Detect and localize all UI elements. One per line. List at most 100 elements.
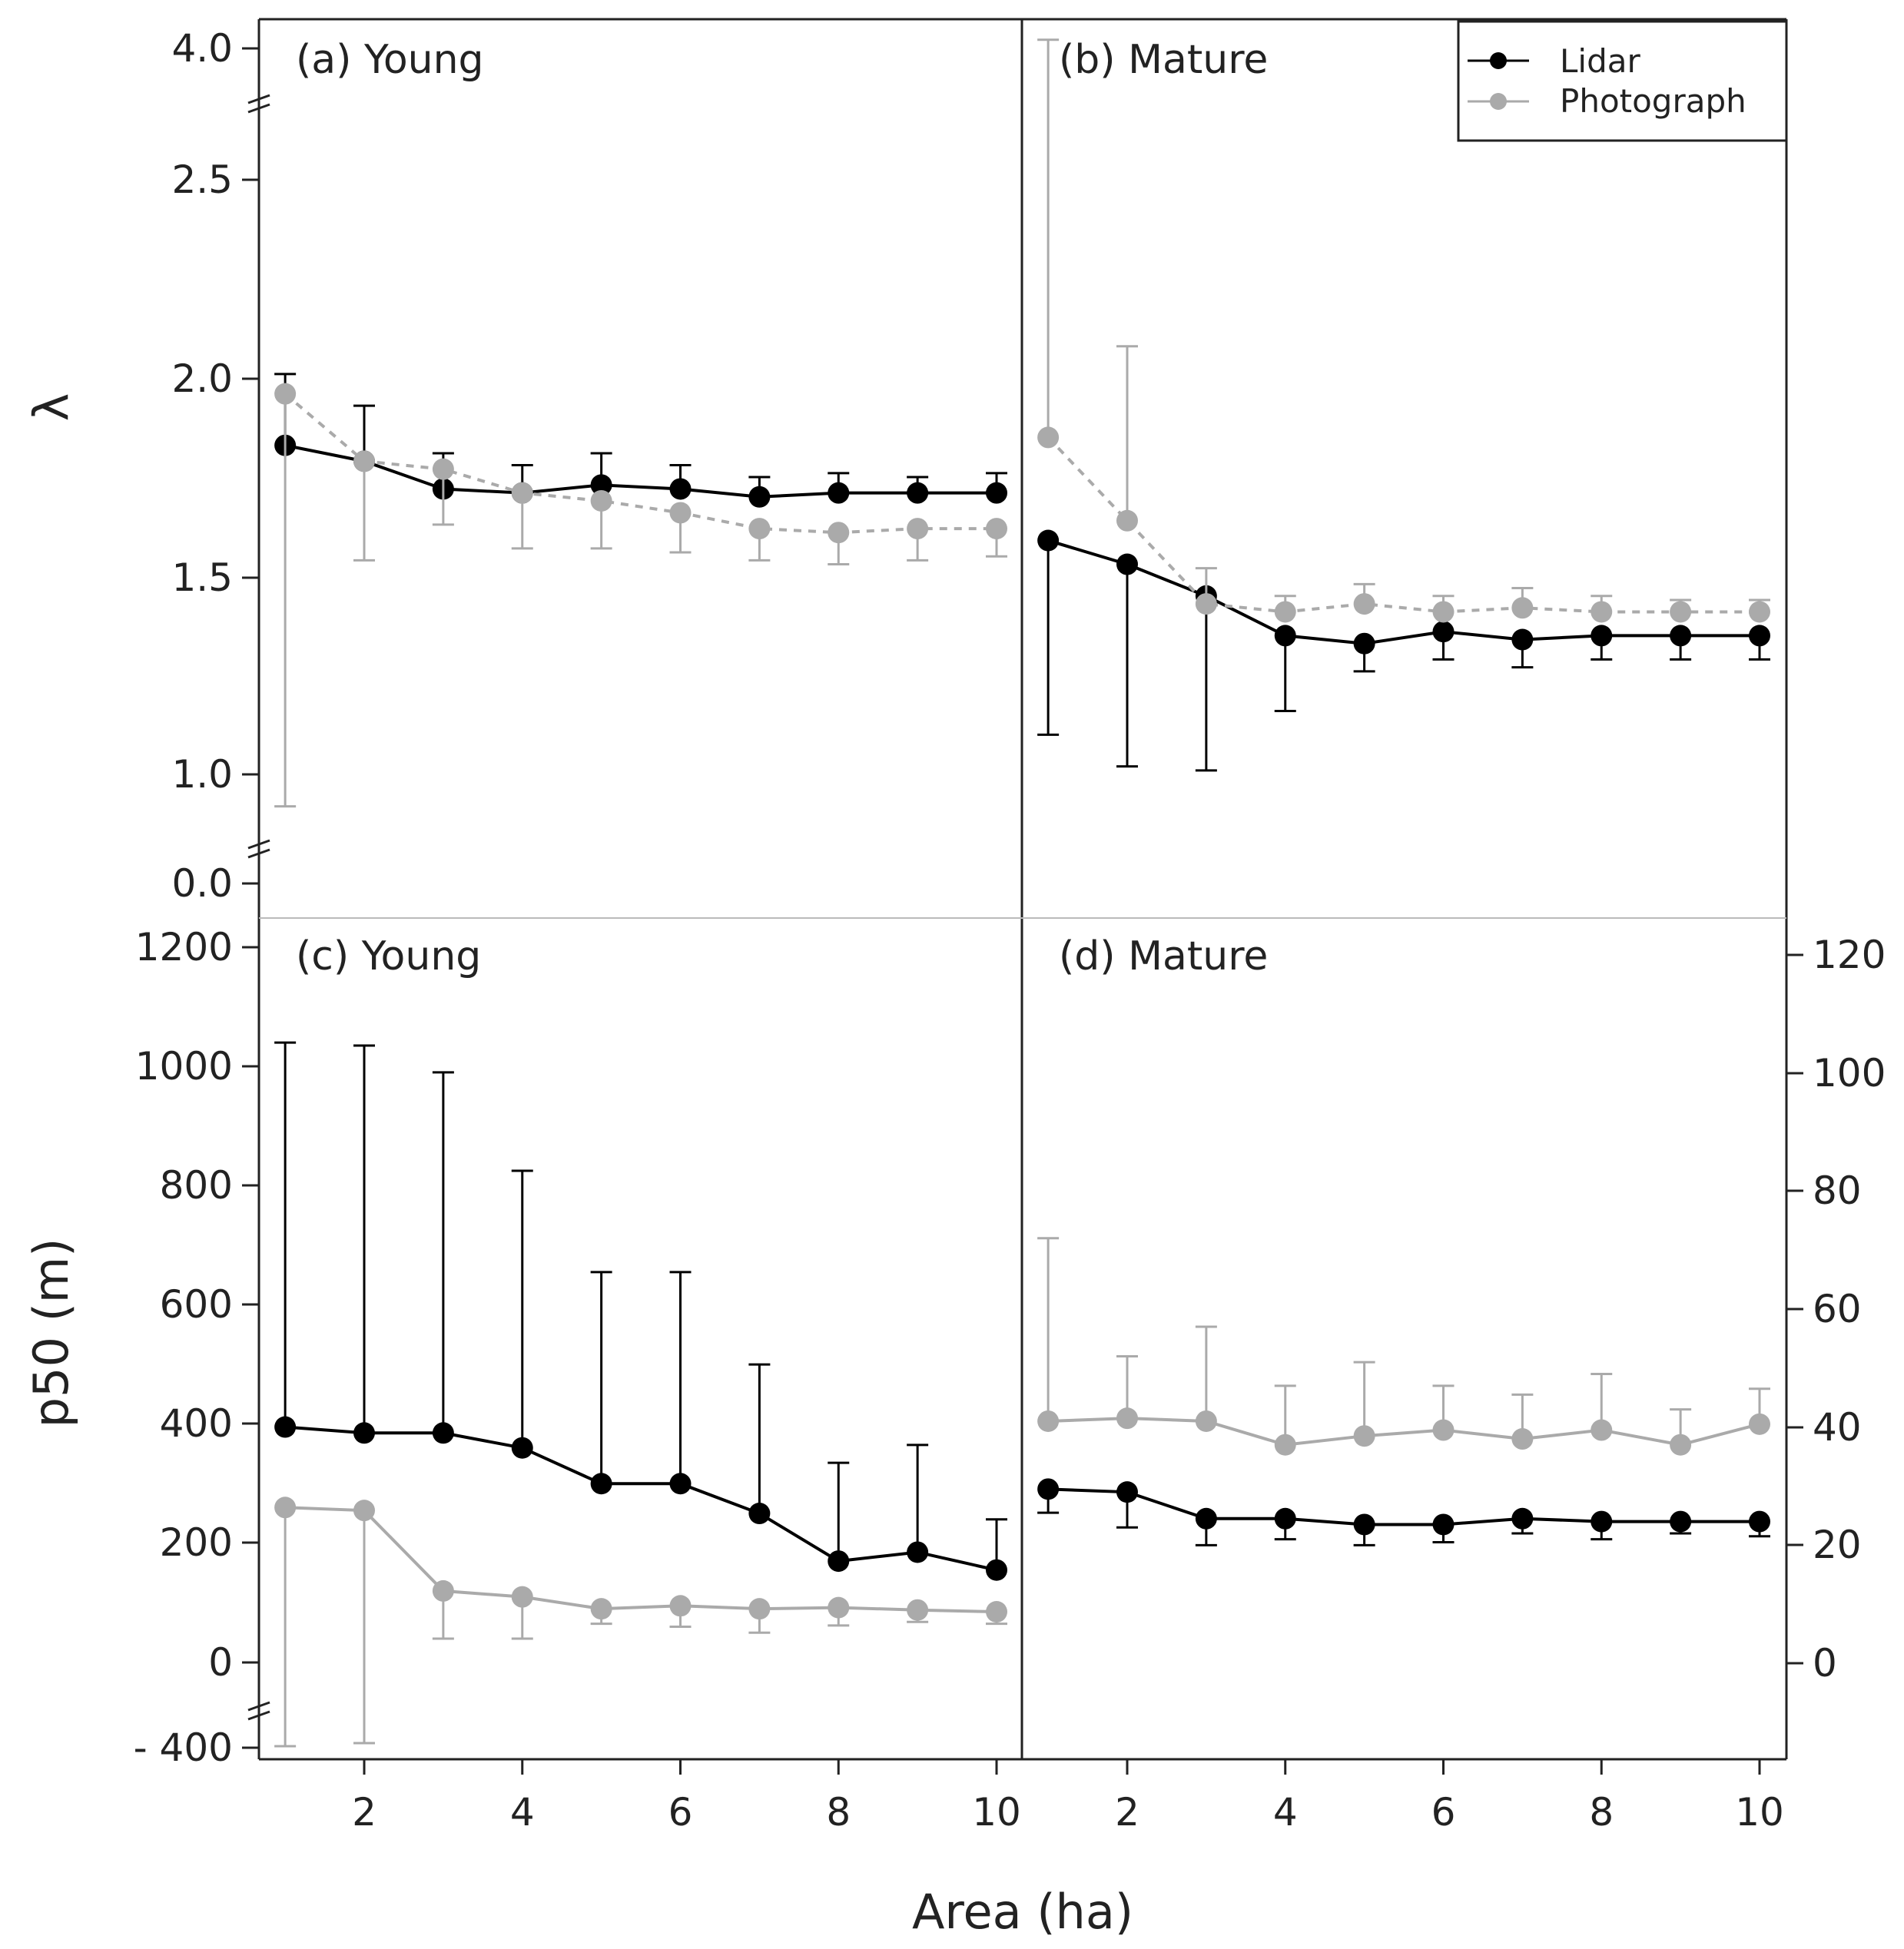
data-point-p2-photograph-2 — [432, 1579, 454, 1602]
data-point-p3-photograph-2 — [1195, 1410, 1217, 1432]
data-point-p2-lidar-4 — [590, 1473, 612, 1495]
y-tick-label-bottom-left-1: 1000 — [135, 1044, 233, 1089]
y-tick-label-bottom-right-0: 120 — [1813, 933, 1886, 977]
y-tick-label-top-0: 4.0 — [171, 26, 233, 71]
y-tick-label-bottom-left-6: 0 — [208, 1640, 233, 1685]
y-tick-label-bottom-left-5: 200 — [160, 1520, 233, 1565]
data-point-p3-lidar-6 — [1511, 1507, 1534, 1530]
x-tick-label-panel3-3: 8 — [1589, 1790, 1614, 1835]
data-point-p0-lidar-6 — [748, 486, 771, 508]
data-point-p2-lidar-9 — [986, 1559, 1007, 1581]
data-point-p3-lidar-3 — [1274, 1507, 1296, 1530]
data-point-p2-lidar-0 — [274, 1416, 297, 1438]
data-point-p2-photograph-6 — [748, 1598, 771, 1620]
data-point-p3-lidar-7 — [1591, 1510, 1613, 1533]
data-point-p1-photograph-6 — [1511, 597, 1534, 619]
series-p3-lidar — [1037, 1478, 1770, 1546]
y-tick-label-bottom-left-2: 800 — [160, 1163, 233, 1208]
data-point-p2-photograph-1 — [353, 1500, 375, 1522]
axis-break-top-upper-a — [247, 94, 270, 104]
x-tick-label-panel2-4: 10 — [972, 1790, 1021, 1835]
panel-frames — [257, 18, 1788, 1761]
data-point-p3-photograph-8 — [1670, 1434, 1692, 1456]
data-point-p3-photograph-0 — [1037, 1410, 1060, 1432]
series-p0-photograph — [274, 383, 1007, 808]
panel-label-1: (b) Mature — [1059, 37, 1268, 83]
marks-layer — [274, 38, 1770, 1748]
data-point-p2-photograph-8 — [907, 1599, 929, 1621]
y-tick-label-top-3: 1.5 — [171, 555, 233, 600]
y-tick-label-top-4: 1.0 — [171, 752, 233, 797]
panel-label-0: (a) Young — [296, 37, 484, 83]
data-point-p3-lidar-5 — [1432, 1513, 1455, 1536]
series-line-p1-lidar — [1047, 539, 1760, 645]
legend: Lidar Photograph — [1457, 20, 1788, 142]
data-point-p0-photograph-2 — [432, 458, 454, 480]
y-tick-label-bottom-right-5: 20 — [1813, 1523, 1862, 1567]
data-point-p0-photograph-8 — [907, 518, 929, 540]
data-point-p2-lidar-7 — [828, 1550, 850, 1573]
data-point-p1-photograph-4 — [1353, 593, 1375, 615]
x-tick-label-panel3-2: 6 — [1431, 1790, 1456, 1835]
axis-break-bottom-left-a — [247, 1701, 270, 1712]
data-point-p2-photograph-9 — [986, 1601, 1007, 1623]
x-tick-label-panel3-4: 10 — [1735, 1790, 1784, 1835]
series-p3-photograph — [1037, 1237, 1770, 1456]
data-point-p3-photograph-4 — [1353, 1425, 1375, 1447]
x-tick-label-panel3-0: 2 — [1115, 1790, 1139, 1835]
data-point-p0-photograph-1 — [353, 450, 375, 472]
data-point-p0-photograph-6 — [748, 518, 771, 540]
data-point-p1-lidar-1 — [1116, 553, 1138, 575]
legend-entry-lidar: Lidar — [1560, 42, 1640, 80]
y-tick-label-bottom-left-4: 400 — [160, 1401, 233, 1446]
y-tick-label-top-5: 0.0 — [171, 861, 233, 906]
series-p1-photograph — [1037, 38, 1770, 623]
data-point-p0-lidar-4 — [590, 474, 612, 496]
axes-layer: 4.02.52.01.51.00.0120010008006004002000-… — [134, 26, 1886, 1835]
series-line-p2-photograph — [285, 1506, 997, 1614]
legend-swatch-lidar-marker — [1490, 52, 1507, 69]
data-point-p1-photograph-2 — [1195, 593, 1217, 615]
data-point-p0-photograph-7 — [828, 522, 850, 544]
series-p1-lidar — [1037, 529, 1770, 772]
data-point-p1-photograph-1 — [1116, 509, 1138, 532]
data-point-p2-lidar-5 — [669, 1473, 692, 1495]
data-point-p2-lidar-8 — [907, 1541, 929, 1563]
data-point-p1-photograph-7 — [1591, 601, 1613, 623]
data-point-p3-lidar-8 — [1670, 1510, 1692, 1533]
data-point-p2-lidar-3 — [511, 1437, 533, 1459]
data-point-p2-photograph-0 — [274, 1497, 297, 1519]
x-tick-label-panel3-1: 4 — [1273, 1790, 1298, 1835]
data-point-p1-photograph-8 — [1670, 601, 1692, 623]
y-tick-label-top-2: 2.0 — [171, 356, 233, 401]
data-point-p3-photograph-9 — [1749, 1413, 1770, 1435]
data-point-p1-lidar-6 — [1511, 628, 1534, 651]
data-point-p1-lidar-4 — [1353, 632, 1375, 655]
axis-break-top-upper-b — [247, 103, 270, 114]
data-point-p0-lidar-7 — [828, 482, 850, 504]
data-point-p0-lidar-5 — [669, 478, 692, 500]
axis-break-bottom-left-b — [247, 1710, 270, 1721]
data-point-p3-lidar-9 — [1749, 1510, 1770, 1533]
data-point-p2-photograph-3 — [511, 1586, 533, 1608]
data-point-p0-lidar-8 — [907, 482, 929, 504]
y-tick-label-bottom-right-1: 100 — [1813, 1051, 1886, 1095]
series-line-p0-lidar — [284, 443, 997, 499]
axis-break-top-lower-b — [247, 848, 270, 859]
data-point-p3-lidar-0 — [1037, 1478, 1060, 1500]
data-point-p3-photograph-3 — [1274, 1434, 1296, 1456]
data-point-p3-lidar-2 — [1195, 1507, 1217, 1530]
y-tick-label-bottom-right-6: 0 — [1813, 1641, 1837, 1685]
panel-label-3: (d) Mature — [1059, 933, 1268, 979]
y-tick-label-bottom-right-3: 60 — [1813, 1287, 1862, 1331]
series-p2-photograph — [274, 1497, 1007, 1748]
y-tick-label-bottom-right-2: 80 — [1813, 1168, 1862, 1213]
data-point-p0-lidar-9 — [986, 482, 1007, 504]
data-point-p3-lidar-4 — [1353, 1513, 1375, 1536]
x-tick-label-panel2-0: 2 — [352, 1790, 376, 1835]
data-point-p1-lidar-5 — [1432, 621, 1455, 643]
data-point-p2-photograph-4 — [590, 1598, 612, 1620]
data-point-p0-photograph-9 — [986, 518, 1007, 540]
panel-label-2: (c) Young — [296, 933, 481, 979]
